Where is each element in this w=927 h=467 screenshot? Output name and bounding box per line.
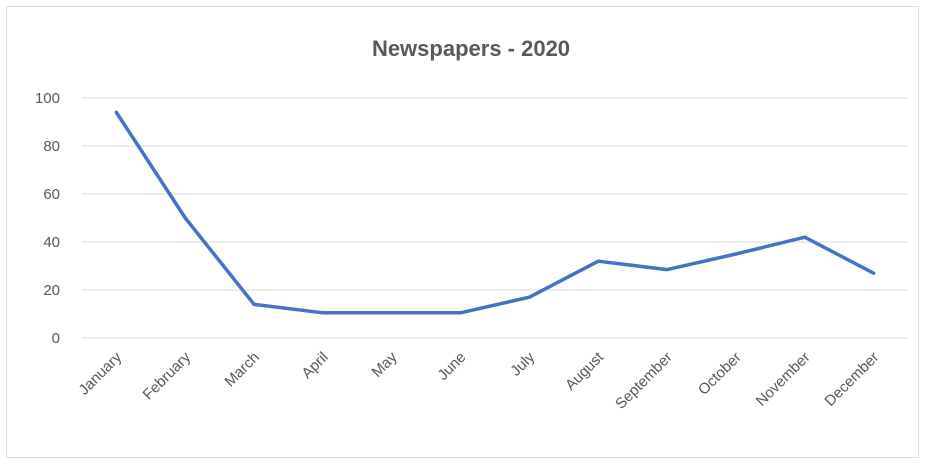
data-point — [459, 311, 463, 315]
data-point — [527, 295, 531, 299]
chart-frame — [6, 6, 919, 458]
data-point — [252, 302, 256, 306]
x-tick-label: December — [821, 349, 882, 410]
series-layer — [114, 110, 876, 315]
y-tick-label: 100 — [35, 90, 60, 107]
x-tick-label: July — [507, 348, 538, 379]
data-point — [390, 311, 394, 315]
data-point — [114, 110, 118, 114]
data-point — [734, 252, 738, 256]
x-tick-label: March — [221, 349, 262, 390]
series-line — [114, 110, 876, 315]
x-tick-label: April — [299, 349, 332, 382]
data-point — [665, 268, 669, 272]
x-axis-ticks: January February March April May June July Augu… — [75, 348, 882, 412]
x-tick-label: August — [562, 348, 608, 394]
x-tick-label: May — [369, 348, 401, 380]
y-axis-ticks: 0 20 40 60 80 100 — [35, 90, 60, 347]
x-tick-label: November — [753, 349, 814, 410]
data-point — [183, 216, 187, 220]
y-tick-label: 40 — [43, 234, 60, 251]
x-tick-label: February — [140, 348, 195, 403]
y-tick-label: 20 — [43, 282, 60, 299]
x-tick-label: June — [434, 349, 469, 384]
data-point — [872, 271, 876, 275]
y-tick-label: 0 — [52, 330, 60, 347]
y-tick-label: 60 — [43, 186, 60, 203]
x-tick-label: January — [75, 348, 125, 398]
gridlines — [82, 97, 908, 339]
chart-title: Newspapers - 2020 — [372, 36, 570, 61]
y-tick-label: 80 — [43, 138, 60, 155]
data-point — [596, 259, 600, 263]
x-tick-label: September — [612, 349, 676, 413]
data-point — [321, 311, 325, 315]
data-point — [803, 235, 807, 239]
x-tick-label: October — [695, 349, 745, 399]
